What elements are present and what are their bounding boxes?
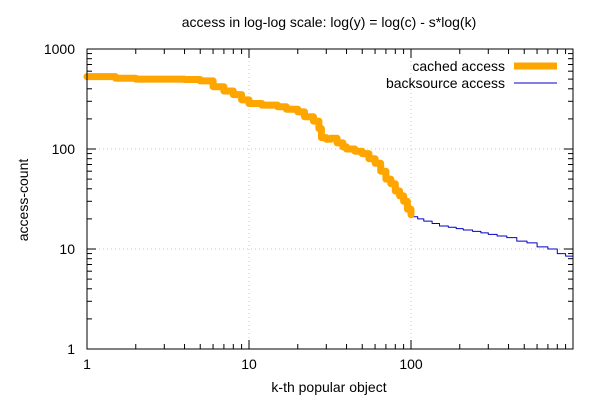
x-tick-label: 100 bbox=[399, 356, 423, 372]
legend-label-cached-access: cached access bbox=[412, 58, 505, 74]
grid-layer bbox=[87, 49, 573, 349]
y-tick-label: 1000 bbox=[44, 41, 75, 57]
plot-frame bbox=[86, 48, 574, 350]
axis-ticks bbox=[86, 48, 573, 350]
x-tick-label: 1 bbox=[83, 356, 91, 372]
chart-title: access in log-log scale: log(y) = log(c)… bbox=[182, 14, 477, 30]
x-tick-label: 10 bbox=[241, 356, 257, 372]
x-axis-label: k-th popular object bbox=[271, 379, 386, 395]
series-line-cached-access bbox=[83, 73, 415, 219]
y-axis-label: access-count bbox=[15, 159, 31, 242]
y-tick-label: 10 bbox=[59, 241, 75, 257]
y-tick-label: 100 bbox=[52, 141, 76, 157]
series-layer bbox=[83, 73, 574, 260]
series-line-backsource-access bbox=[410, 216, 574, 260]
tick-labels: 1 10 100 1000 1 10 100 bbox=[44, 41, 423, 372]
y-tick-label: 1 bbox=[67, 341, 75, 357]
legend-label-backsource-access: backsource access bbox=[386, 75, 505, 91]
